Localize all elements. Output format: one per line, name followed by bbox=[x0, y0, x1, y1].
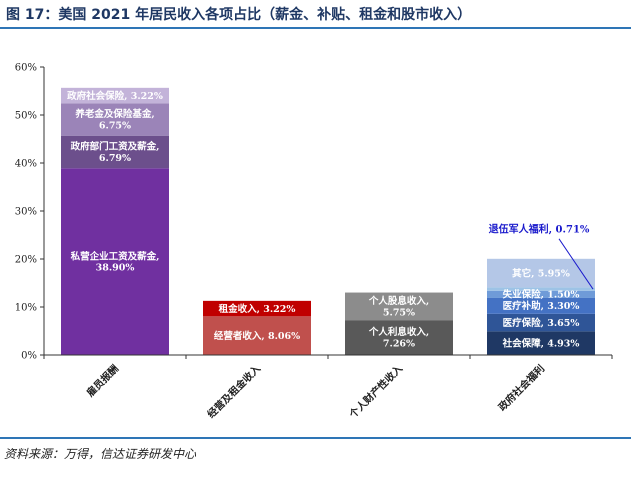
stacked-bar-chart: 0% 10% 20% 30% 40% 50% 60% 私营企业工资及薪金, 38.90% 政府部… bbox=[15, 63, 613, 421]
bar-segment bbox=[203, 300, 311, 317]
segment-label: 私营企业工资及薪金, 38.90% bbox=[70, 250, 160, 273]
bar-segment bbox=[487, 287, 595, 291]
callout-leader-line bbox=[558, 238, 594, 290]
source-note: 资料来源：万得，信达证券研发中心 bbox=[4, 447, 197, 461]
bar-segment bbox=[487, 331, 595, 355]
segment-label: 社会保障, 4.93% bbox=[502, 337, 580, 349]
y-tick-label: 40% bbox=[15, 159, 37, 170]
y-axis: 0% 10% 20% 30% 40% 50% 60% bbox=[15, 63, 45, 362]
bar-segment bbox=[61, 103, 169, 136]
bar-segment bbox=[487, 258, 595, 288]
bar-segment bbox=[61, 135, 169, 169]
callout-label: 退伍军人福利, 0.71% bbox=[489, 223, 590, 236]
y-tick-label: 10% bbox=[15, 303, 37, 314]
bar-segment bbox=[487, 313, 595, 332]
callout: 退伍军人福利, 0.71% bbox=[489, 223, 594, 290]
y-tick-label: 60% bbox=[15, 63, 37, 74]
segment-label: 经营者收入, 8.06% bbox=[214, 330, 300, 342]
bar-segment bbox=[61, 168, 169, 355]
segment-label: 医疗补助, 3.30% bbox=[503, 300, 580, 312]
x-axis: 雇员报酬 经营及租金收入 个人财产性收入 政府社会福利 bbox=[43, 354, 613, 421]
bar-segment bbox=[203, 316, 311, 355]
bars bbox=[61, 87, 595, 355]
x-tick-label: 雇员报酬 bbox=[84, 362, 121, 399]
segment-labels: 私营企业工资及薪金, 38.90% 政府部门工资及薪金, 6.79% 养老金及保险基金,… bbox=[67, 90, 579, 350]
segment-label: 个人股息收入, 5.75% bbox=[368, 295, 429, 318]
y-tick-label: 30% bbox=[15, 207, 37, 218]
x-tick-label: 政府社会福利 bbox=[496, 362, 548, 414]
segment-label: 养老金及保险基金, 6.75% bbox=[74, 108, 154, 131]
bar-segment bbox=[345, 292, 453, 321]
segment-label: 政府社会保险, 3.22% bbox=[67, 90, 163, 102]
footer-divider bbox=[0, 437, 631, 439]
bar-segment bbox=[345, 320, 453, 355]
segment-label: 失业保险, 1.50% bbox=[503, 289, 580, 301]
x-tick-label: 经营及租金收入 bbox=[204, 362, 263, 421]
title-divider bbox=[0, 27, 631, 29]
y-tick-label: 50% bbox=[15, 111, 37, 122]
x-tick-label: 个人财产性收入 bbox=[346, 362, 405, 421]
bar-segment bbox=[487, 290, 595, 298]
segment-label: 其它, 5.95% bbox=[512, 267, 570, 279]
segment-label: 个人利息收入, 7.26% bbox=[368, 326, 429, 349]
chart-title: 图 17：美国 2021 年居民收入各项占比（薪金、补贴、租金和股市收入） bbox=[6, 7, 472, 23]
bar-segment bbox=[487, 297, 595, 314]
y-tick-label: 0% bbox=[21, 351, 37, 362]
segment-label: 租金收入, 3.22% bbox=[219, 303, 296, 315]
bar-segment bbox=[61, 87, 169, 104]
segment-label: 医疗保险, 3.65% bbox=[503, 317, 580, 329]
y-tick-label: 20% bbox=[15, 255, 37, 266]
segment-label: 政府部门工资及薪金, 6.79% bbox=[71, 141, 160, 164]
